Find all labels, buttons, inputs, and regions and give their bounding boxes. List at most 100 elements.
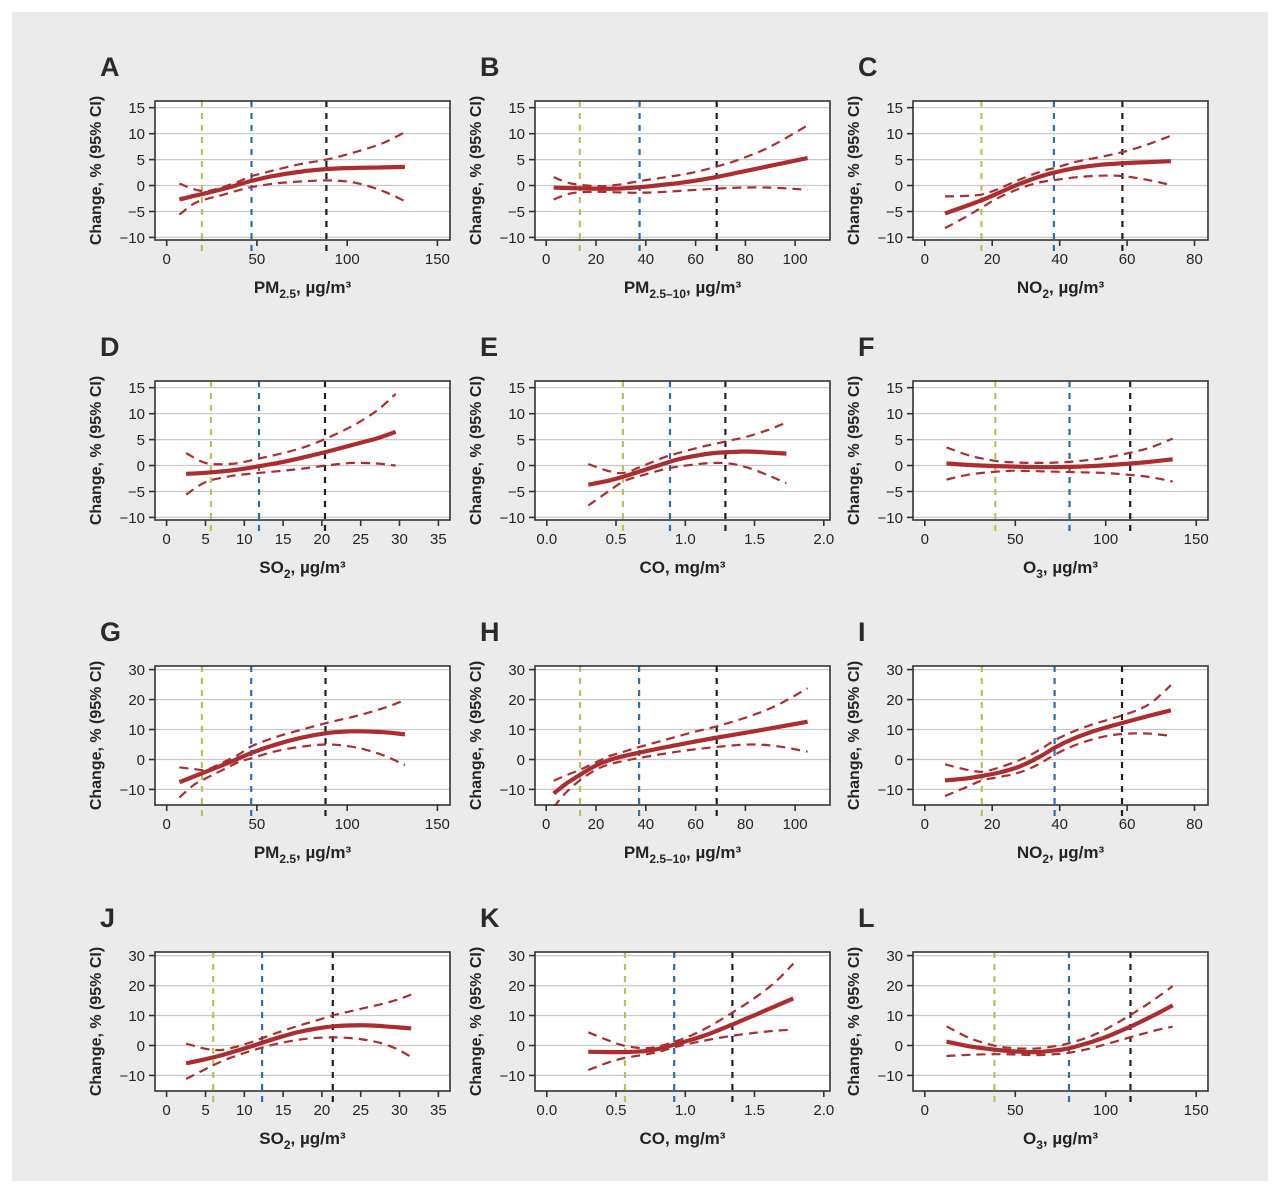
- y-tick-label: −10: [120, 510, 145, 527]
- panel-letter: D: [100, 332, 120, 362]
- y-tick-label: −10: [500, 782, 525, 799]
- series-lower-ci: [944, 174, 1172, 230]
- y-tick-label: 20: [508, 978, 525, 995]
- plot-frame: [154, 100, 451, 241]
- x-axis-title: NO2, µg/m³: [1017, 278, 1105, 301]
- y-tick-label: 10: [508, 722, 525, 739]
- series-upper-ci: [185, 393, 397, 466]
- y-tick-label: 30: [886, 662, 903, 679]
- panel-letter: A: [100, 52, 120, 82]
- x-axis-title: CO, mg/m³: [640, 1129, 726, 1148]
- y-axis-title: Change, % (95% CI): [468, 96, 485, 245]
- x-tick-label: 20: [314, 531, 331, 548]
- series-lower-ci: [944, 732, 1171, 798]
- chart-B: 0 20 40 60 80 100 15 10 5 0 −5 −10 PM2.5–10, µg/m³ Ch…: [468, 96, 831, 301]
- x-tick-label: 40: [1051, 816, 1068, 833]
- y-tick-label: −5: [508, 484, 525, 501]
- series-lower-ci: [553, 186, 808, 201]
- y-axis-title: Change, % (95% CI): [846, 96, 863, 245]
- x-tick-label: 15: [275, 531, 292, 548]
- series-estimate: [178, 164, 405, 202]
- x-tick-label: 100: [783, 251, 808, 268]
- x-tick-label: 0: [921, 816, 929, 833]
- y-tick-label: −10: [878, 510, 903, 527]
- x-tick-label: 40: [637, 251, 654, 268]
- y-tick-label: 15: [128, 380, 145, 397]
- y-tick-label: 15: [128, 100, 145, 117]
- y-axis-title: Change, % (95% CI): [846, 376, 863, 525]
- x-tick-label: 0: [921, 531, 929, 548]
- y-tick-label: −5: [508, 204, 525, 221]
- panel-letter: E: [480, 332, 499, 362]
- panel-B: B 0 20 40 60 80 100 15 10 5 0 −5 −10 PM2.5–10, µg/m³ C…: [467, 48, 845, 320]
- plot-frame: [154, 380, 451, 521]
- plot-area: [535, 381, 830, 520]
- y-axis-title: Change, % (95% CI): [468, 376, 485, 525]
- panel-D: D 0 5 10 15 20 25 30 35 15 10 5 0 −5 −10 SO2, µg/m³ Chan…: [87, 328, 465, 600]
- y-tick-label: 0: [517, 1038, 525, 1055]
- series-upper-ci: [178, 131, 406, 193]
- x-tick-label: 20: [984, 816, 1001, 833]
- y-tick-label: 5: [137, 432, 145, 449]
- chart-K: 0.0 0.5 1.0 1.5 2.0 30 20 10 0 −10 CO, mg/m³ Change…: [468, 947, 834, 1148]
- panel-letter: K: [480, 903, 500, 933]
- y-tick-label: 10: [886, 722, 903, 739]
- y-tick-label: 5: [517, 152, 525, 169]
- y-tick-label: 10: [508, 406, 525, 423]
- y-tick-label: 15: [886, 380, 903, 397]
- y-tick-label: 30: [508, 948, 525, 965]
- y-tick-label: 5: [137, 152, 145, 169]
- x-axis-title: SO2, µg/m³: [259, 558, 346, 581]
- y-axis-title: Change, % (95% CI): [468, 947, 485, 1096]
- series-estimate: [944, 708, 1172, 783]
- x-axis-title: O3, µg/m³: [1023, 558, 1098, 581]
- x-tick-label: 100: [1093, 1102, 1118, 1119]
- x-axis-title: PM2.5, µg/m³: [254, 278, 352, 301]
- series-upper-ci: [185, 993, 412, 1052]
- y-tick-label: 0: [517, 458, 525, 475]
- x-tick-label: 50: [1007, 1102, 1024, 1119]
- y-tick-label: −10: [500, 230, 525, 247]
- x-tick-label: 25: [352, 531, 369, 548]
- x-tick-label: 80: [737, 816, 754, 833]
- x-tick-label: 60: [1119, 816, 1136, 833]
- plot-frame: [912, 380, 1209, 521]
- y-tick-label: 10: [128, 722, 145, 739]
- y-axis-title: Change, % (95% CI): [846, 947, 863, 1096]
- x-tick-label: 0.5: [606, 531, 627, 548]
- y-tick-label: 15: [508, 380, 525, 397]
- y-tick-label: 10: [508, 126, 525, 143]
- panel-F: F 0 50 100 150 15 10 5 0 −5 −10 O3, µg/m³ Change, % …: [845, 328, 1223, 600]
- x-tick-label: 80: [1186, 816, 1203, 833]
- panel-H: H 0 20 40 60 80 100 30 20 10 0 −10 PM2.5–10, µg/m³ Ch…: [467, 613, 845, 885]
- y-tick-label: −5: [886, 204, 903, 221]
- y-axis-title: Change, % (95% CI): [88, 96, 105, 245]
- y-tick-label: 0: [517, 752, 525, 769]
- series-upper-ci: [587, 421, 787, 475]
- series-estimate: [178, 729, 406, 785]
- x-tick-label: 0.0: [536, 1102, 557, 1119]
- y-tick-label: 30: [128, 662, 145, 679]
- x-axis-title: NO2, µg/m³: [1017, 843, 1105, 866]
- chart-D: 0 5 10 15 20 25 30 35 15 10 5 0 −5 −10 SO2, µg/m³ Chang…: [88, 376, 451, 581]
- x-axis-title: SO2, µg/m³: [259, 1129, 346, 1152]
- plot-frame: [154, 665, 451, 806]
- series-lower-ci: [946, 1025, 1173, 1058]
- chart-I: 0 20 40 60 80 30 20 10 0 −10 NO2, µg/m³ Change, % (…: [846, 661, 1209, 866]
- x-tick-label: 10: [236, 1102, 253, 1119]
- y-tick-label: 30: [128, 948, 145, 965]
- x-axis-title: PM2.5, µg/m³: [254, 843, 352, 866]
- y-tick-label: 30: [886, 948, 903, 965]
- x-tick-label: 0: [921, 251, 929, 268]
- figure-panel: A 0 50 100 150 15 10 5 0 −5 −10 PM2.5, µg/m³ Change,…: [12, 12, 1268, 1181]
- y-tick-label: 0: [517, 178, 525, 195]
- y-axis-title: Change, % (95% CI): [88, 947, 105, 1096]
- x-tick-label: 150: [1184, 1102, 1209, 1119]
- plot-area: [155, 952, 450, 1091]
- panel-I: I 0 20 40 60 80 30 20 10 0 −10 NO2, µg/m³ Change, % …: [845, 613, 1223, 885]
- y-tick-label: 5: [517, 432, 525, 449]
- y-axis-title: Change, % (95% CI): [88, 376, 105, 525]
- x-tick-label: 50: [1007, 531, 1024, 548]
